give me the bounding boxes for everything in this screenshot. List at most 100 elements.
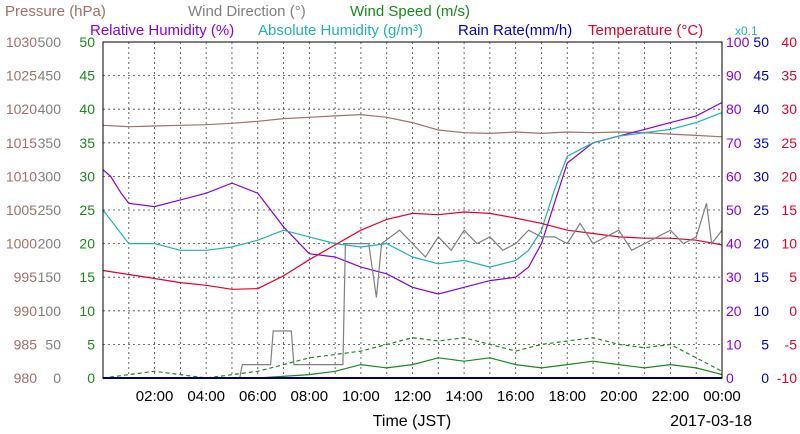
y-tick-wind_dir: 400 — [38, 101, 62, 117]
y-tick-wind_speed: 30 — [79, 168, 95, 184]
y-tick-wind_speed: 15 — [79, 269, 95, 285]
y-tick-pressure: 990 — [14, 303, 38, 319]
y-tick-rain: 20 — [753, 236, 769, 252]
legend-wind_dir: Wind Direction (°) — [188, 3, 306, 20]
series-ah — [102, 112, 723, 268]
legend-pressure: Pressure (hPa) — [5, 3, 106, 20]
y-tick-wind_dir: 100 — [38, 303, 62, 319]
legend-wind_speed: Wind Speed (m/s) — [350, 3, 470, 20]
y-tick-rain: 5 — [761, 336, 769, 352]
series-wind_gust — [102, 337, 723, 379]
x-tick-label: 16:00 — [497, 388, 535, 405]
y-tick-rh: 30 — [726, 269, 742, 285]
y-tick-wind_speed: 25 — [79, 202, 95, 218]
legend-ah: Absolute Humidity (g/m³) — [258, 22, 423, 39]
y-tick-pressure: 985 — [14, 336, 38, 352]
y-tick-temp: 10 — [781, 236, 797, 252]
x-axis-label: Time (JST) — [373, 413, 452, 430]
x-tick-label: 06:00 — [239, 388, 277, 405]
y-tick-rain: 45 — [753, 68, 769, 84]
y-tick-rain: 50 — [753, 34, 769, 50]
y-tick-wind_dir: 150 — [38, 269, 62, 285]
date-label: 2017-03-18 — [670, 413, 752, 430]
y-tick-wind_speed: 35 — [79, 135, 95, 151]
y-tick-temp: 0 — [789, 303, 797, 319]
y-tick-wind_speed: 10 — [79, 303, 95, 319]
y-tick-wind_dir: 350 — [38, 135, 62, 151]
y-tick-wind_speed: 40 — [79, 101, 95, 117]
y-tick-wind_speed: 50 — [79, 34, 95, 50]
y-tick-wind_dir: 250 — [38, 202, 62, 218]
y-tick-wind_dir: 200 — [38, 236, 62, 252]
y-tick-rain: 0 — [761, 370, 769, 386]
y-tick-pressure: 1030 — [6, 34, 37, 50]
y-tick-temp: 40 — [781, 34, 797, 50]
x-tick-label: 18:00 — [548, 388, 586, 405]
y-tick-rh: 70 — [726, 135, 742, 151]
y-tick-pressure: 1015 — [6, 135, 37, 151]
y-tick-wind_dir: 450 — [38, 68, 62, 84]
y-tick-pressure: 1005 — [6, 202, 37, 218]
y-tick-rain: 40 — [753, 101, 769, 117]
y-tick-wind_dir: 300 — [38, 168, 62, 184]
legend-temp: Temperature (°C) — [588, 22, 703, 39]
y-tick-temp: 5 — [789, 269, 797, 285]
x-axis-ticks: 02:00 04:00 06:00 08:00 10:00 12:00 14:00 16:00… — [136, 388, 741, 405]
legend-rh: Relative Humidity (%) — [90, 22, 234, 39]
y-tick-rain: 25 — [753, 202, 769, 218]
y-tick-pressure: 995 — [14, 269, 38, 285]
y-tick-temp: 20 — [781, 168, 797, 184]
y-tick-rh: 10 — [726, 336, 742, 352]
x-tick-label: 22:00 — [652, 388, 690, 405]
y-tick-temp: -10 — [777, 370, 797, 386]
plot-frame — [102, 41, 723, 379]
grid — [103, 42, 722, 378]
x-tick-label: 00:00 — [703, 388, 741, 405]
x-tick-label: 10:00 — [342, 388, 380, 405]
x-tick-label: 02:00 — [136, 388, 174, 405]
series-pressure — [102, 113, 723, 138]
legend-rain: Rain Rate(mm/h) — [458, 22, 572, 39]
y-tick-rh: 60 — [726, 168, 742, 184]
y-tick-pressure: 1000 — [6, 236, 37, 252]
y-tick-rain: 35 — [753, 135, 769, 151]
y-tick-rh: 0 — [726, 370, 734, 386]
y-tick-rain: 30 — [753, 168, 769, 184]
y-tick-pressure: 1025 — [6, 68, 37, 84]
y-tick-wind_dir: 500 — [38, 34, 62, 50]
y-tick-temp: -5 — [785, 336, 798, 352]
left-axes: 1030102510201015101010051000995990985980… — [6, 34, 95, 386]
y-tick-wind_speed: 5 — [87, 336, 95, 352]
y-tick-pressure: 1020 — [6, 101, 37, 117]
x-tick-label: 20:00 — [600, 388, 638, 405]
y-tick-wind_dir: 50 — [45, 336, 61, 352]
series-wind_speed — [103, 357, 723, 379]
series-wind_dir — [239, 203, 723, 379]
series-temp — [102, 211, 723, 290]
legend: Pressure (hPa) Wind Direction (°) Wind Spe… — [5, 3, 758, 39]
x-tick-label: 08:00 — [291, 388, 329, 405]
y-tick-temp: 25 — [781, 135, 797, 151]
x-tick-label: 12:00 — [394, 388, 432, 405]
y-tick-rh: 50 — [726, 202, 742, 218]
y-tick-rh: 80 — [726, 101, 742, 117]
y-tick-rain: 10 — [753, 303, 769, 319]
y-tick-rh: 20 — [726, 303, 742, 319]
y-tick-wind_speed: 45 — [79, 68, 95, 84]
y-tick-temp: 15 — [781, 202, 797, 218]
y-tick-rh: 100 — [726, 34, 750, 50]
y-tick-pressure: 980 — [14, 370, 38, 386]
y-tick-rh: 40 — [726, 236, 742, 252]
y-tick-wind_dir: 0 — [53, 370, 61, 386]
x-tick-label: 04:00 — [187, 388, 225, 405]
x-tick-label: 14:00 — [445, 388, 483, 405]
right-axes: 1009080706050403020100504540353025201510… — [726, 34, 797, 386]
y-tick-temp: 30 — [781, 101, 797, 117]
y-tick-rh: 90 — [726, 68, 742, 84]
y-tick-rain: 15 — [753, 269, 769, 285]
y-tick-temp: 35 — [781, 68, 797, 84]
legend-scale: x0.1 — [735, 24, 758, 38]
y-tick-wind_speed: 0 — [87, 370, 95, 386]
y-tick-wind_speed: 20 — [79, 236, 95, 252]
